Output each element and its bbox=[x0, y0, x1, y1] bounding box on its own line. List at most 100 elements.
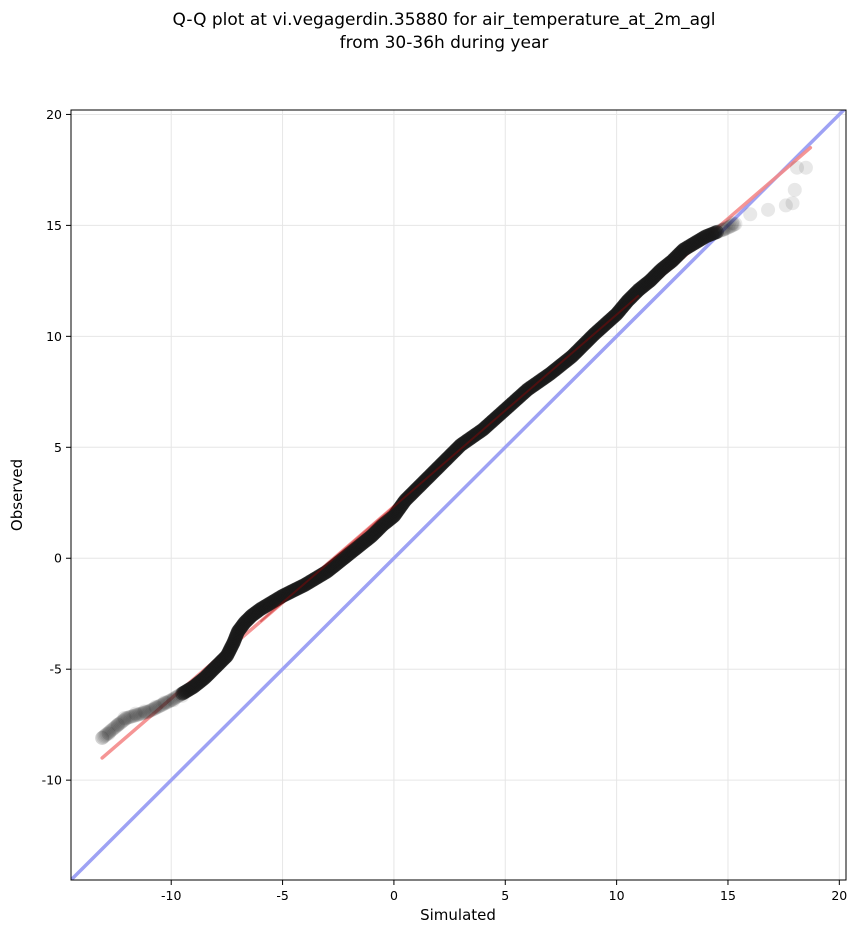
quantile-point bbox=[148, 700, 163, 715]
tail-point bbox=[761, 202, 776, 217]
tail-point bbox=[787, 182, 802, 197]
quantile-point bbox=[121, 710, 136, 725]
y-tick-label: 0 bbox=[54, 551, 62, 566]
quantile-point bbox=[726, 217, 741, 232]
tail-point bbox=[743, 207, 758, 222]
tail-point bbox=[157, 695, 172, 710]
y-tick-label: 15 bbox=[46, 218, 62, 233]
quantile-point bbox=[131, 707, 146, 722]
x-tick-label: 15 bbox=[720, 888, 736, 903]
y-axis: -10 -5 0 5 10 15 20 bbox=[42, 107, 71, 788]
chart-title-line-2: from 30-36h during year bbox=[340, 33, 549, 53]
fit-line-overlay bbox=[259, 294, 640, 623]
quantile-point bbox=[157, 696, 172, 711]
tail-point bbox=[778, 198, 793, 213]
quantile-point bbox=[112, 716, 127, 731]
y-axis-label: Observed bbox=[8, 459, 26, 531]
plot-frame bbox=[70, 109, 847, 881]
quantile-point bbox=[134, 706, 149, 721]
quantile-point bbox=[154, 698, 169, 713]
quantile-point bbox=[119, 711, 134, 726]
tail-point bbox=[117, 711, 132, 726]
quantile-point bbox=[153, 698, 168, 713]
quantile-point bbox=[115, 713, 130, 728]
quantile-point bbox=[111, 717, 126, 732]
quantile-point bbox=[130, 707, 145, 722]
quantile-point bbox=[106, 721, 121, 736]
tail-point bbox=[148, 699, 163, 714]
quantile-point bbox=[95, 730, 110, 745]
quantile-point bbox=[143, 703, 158, 718]
quantile-point bbox=[714, 223, 729, 238]
quantile-point bbox=[97, 728, 112, 743]
quantile-point bbox=[716, 222, 731, 237]
quantile-point bbox=[125, 709, 140, 724]
x-tick-label: 10 bbox=[609, 888, 625, 903]
quantile-point bbox=[114, 714, 129, 729]
tail-point bbox=[95, 730, 110, 745]
quantile-point bbox=[160, 695, 175, 710]
tail-point bbox=[137, 704, 152, 719]
quantile-point bbox=[107, 720, 122, 735]
quantile-point bbox=[136, 706, 151, 721]
tail-point bbox=[716, 222, 731, 237]
quantile-point bbox=[161, 694, 176, 709]
quantile-point bbox=[144, 702, 159, 717]
quantile-point bbox=[164, 693, 179, 708]
quantile-point bbox=[158, 696, 173, 711]
quantile-point bbox=[124, 709, 139, 724]
x-axis-label: Simulated bbox=[420, 906, 496, 924]
x-tick-label: 20 bbox=[831, 888, 847, 903]
quantile-point bbox=[147, 701, 162, 716]
quantile-point bbox=[723, 219, 738, 234]
quantile-point bbox=[717, 221, 732, 236]
quantile-point bbox=[122, 710, 137, 725]
quantile-point bbox=[113, 715, 128, 730]
quantile-point bbox=[101, 725, 116, 740]
y-tick-label: -10 bbox=[42, 773, 62, 788]
tail-point bbox=[110, 717, 125, 732]
quantile-point bbox=[127, 708, 142, 723]
tail-point bbox=[175, 688, 190, 703]
quantile-point bbox=[140, 704, 155, 719]
chart-title-line-1: Q-Q plot at vi.vegagerdin.35880 for air_… bbox=[172, 10, 715, 30]
quantile-point bbox=[102, 724, 117, 739]
quantile-point bbox=[146, 702, 161, 717]
quantile-point bbox=[100, 726, 115, 741]
quantile-point bbox=[155, 697, 170, 712]
quantile-point bbox=[722, 219, 737, 234]
quantile-point bbox=[117, 712, 132, 727]
quantile-point bbox=[719, 221, 734, 236]
tail-point bbox=[785, 196, 800, 211]
quantile-point bbox=[118, 711, 133, 726]
tail-point bbox=[725, 216, 740, 231]
x-tick-label: 5 bbox=[501, 888, 509, 903]
quantile-point bbox=[709, 225, 724, 240]
y-tick-label: 5 bbox=[54, 440, 62, 455]
quantile-point bbox=[137, 705, 152, 720]
quantile-point bbox=[141, 704, 156, 719]
quantile-point bbox=[713, 223, 728, 238]
quantile-point bbox=[138, 705, 153, 720]
tail-point bbox=[790, 160, 805, 175]
x-tick-label: -5 bbox=[276, 888, 288, 903]
quantile-point bbox=[151, 699, 166, 714]
x-axis: -10 -5 0 5 10 15 20 bbox=[161, 880, 847, 903]
quantile-point bbox=[109, 718, 124, 733]
identity-line bbox=[71, 110, 846, 880]
quantile-point bbox=[711, 224, 726, 239]
quantile-point bbox=[720, 220, 735, 235]
y-tick-label: 20 bbox=[46, 107, 62, 122]
tail-point bbox=[798, 160, 813, 175]
quantile-point bbox=[128, 708, 143, 723]
y-tick-label: -5 bbox=[50, 662, 62, 677]
quantile-point bbox=[108, 719, 123, 734]
quantile-point bbox=[96, 729, 111, 744]
y-tick-label: 10 bbox=[46, 329, 62, 344]
quantile-point bbox=[150, 700, 165, 715]
quantile-point bbox=[104, 722, 119, 737]
quantile-point bbox=[103, 723, 118, 738]
tail-point bbox=[128, 706, 143, 721]
x-tick-label: 0 bbox=[390, 888, 398, 903]
